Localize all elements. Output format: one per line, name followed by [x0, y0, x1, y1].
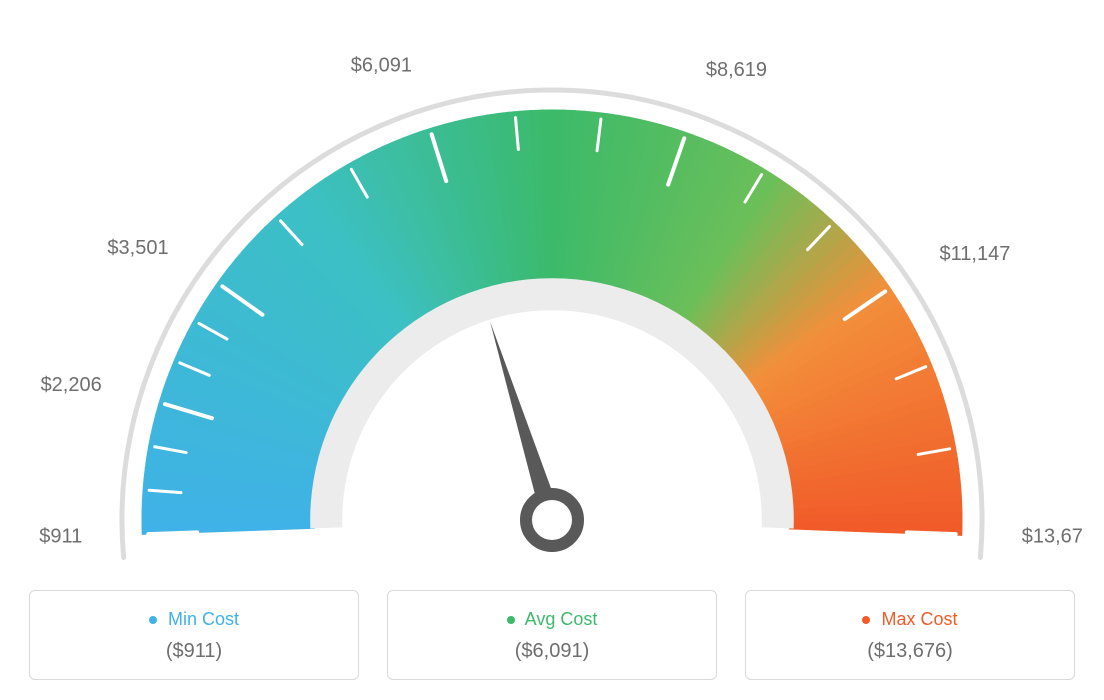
legend-card-avg: Avg Cost ($6,091) [387, 590, 717, 680]
legend-dot-avg [507, 616, 515, 624]
legend-title-avg: Avg Cost [398, 609, 706, 630]
gauge-tick-label: $11,147 [940, 243, 1011, 265]
gauge-tick-label: $911 [39, 525, 82, 547]
legend-value-min: ($911) [40, 640, 348, 663]
legend-card-max: Max Cost ($13,676) [745, 590, 1075, 680]
cost-gauge-chart: $911 $2,206 $3,501 $6,091 $8,619 $11,147 $13,6… [20, 20, 1084, 680]
legend-title-max-text: Max Cost [881, 609, 957, 629]
legend-title-max: Max Cost [756, 609, 1064, 630]
legend-title-min: Min Cost [40, 609, 348, 630]
gauge-needle-hub [526, 494, 578, 546]
gauge-svg-wrap: $911 $2,206 $3,501 $6,091 $8,619 $11,147 $13,6… [20, 20, 1084, 560]
legend-title-min-text: Min Cost [168, 609, 239, 629]
gauge-tick-label: $13,676 [1022, 525, 1084, 547]
gauge-color-band [142, 110, 962, 535]
legend-row: Min Cost ($911) Avg Cost ($6,091) Max Co… [20, 590, 1084, 680]
legend-dot-max [862, 616, 870, 624]
legend-dot-min [149, 616, 157, 624]
legend-value-avg: ($6,091) [398, 640, 706, 663]
gauge-tick-label: $6,091 [351, 54, 412, 76]
gauge-svg: $911 $2,206 $3,501 $6,091 $8,619 $11,147 $13,6… [20, 20, 1084, 560]
legend-value-max: ($13,676) [756, 640, 1064, 663]
gauge-tick-label: $8,619 [706, 59, 767, 81]
legend-title-avg-text: Avg Cost [525, 609, 598, 629]
gauge-tick-label: $2,206 [41, 374, 102, 396]
gauge-tick-label: $3,501 [107, 237, 168, 259]
legend-card-min: Min Cost ($911) [29, 590, 359, 680]
